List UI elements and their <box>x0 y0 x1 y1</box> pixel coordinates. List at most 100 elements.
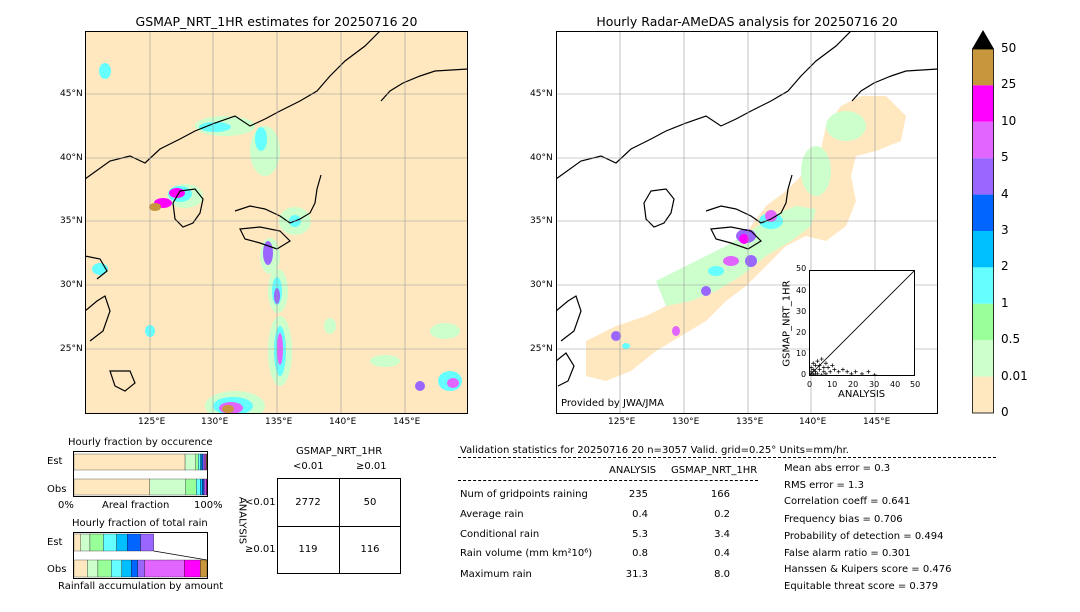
left-gridlines <box>85 31 468 414</box>
scatter-point <box>819 372 824 376</box>
total-rain-obs-segment <box>74 559 88 578</box>
colorbar-label: 1 <box>1001 295 1009 310</box>
stat-analysis: 31.3 <box>625 569 648 580</box>
total-rain-title: Hourly fraction of total rain <box>72 518 208 529</box>
colorbar-label: 0.5 <box>1001 332 1021 347</box>
right-lat-tick: 40°N <box>530 153 553 163</box>
left-lat-tick: 30°N <box>60 280 83 290</box>
score-line: Probability of detection = 0.494 <box>784 531 944 542</box>
scatter-point <box>840 367 845 372</box>
total-rain-est-segment <box>116 533 128 552</box>
right-lat-tick: 30°N <box>530 280 553 290</box>
stat-analysis: 0.4 <box>632 509 648 520</box>
contingency-row-label: <0.01 <box>245 497 276 508</box>
left-lon-tick: 145°E <box>393 417 421 427</box>
scatter-point <box>809 369 814 374</box>
scatter-point <box>813 371 818 376</box>
right-lon-tick: 130°E <box>672 417 700 427</box>
occurrence-obs-segment <box>200 478 203 496</box>
colorbar-extend-arrow <box>972 30 994 49</box>
scatter-point <box>836 369 841 374</box>
occurrence-obs-segment <box>204 478 207 496</box>
colorbar-segment <box>972 303 994 341</box>
right-lat-tick: 35°N <box>530 216 553 226</box>
scatter-xtick: 0 <box>807 380 813 389</box>
occurrence-xlabel: Areal fraction <box>102 500 170 511</box>
occurrence-est-segment <box>195 453 199 471</box>
occurrence-est-segment <box>184 453 196 471</box>
left-precip-areas <box>92 63 462 414</box>
colorbar-label: 25 <box>1001 77 1017 92</box>
occurrence-est-segment <box>202 453 205 471</box>
colorbar-segment <box>972 376 994 413</box>
total-rain-obs-segment <box>184 559 201 578</box>
colorbar-label: 0.01 <box>1001 368 1028 383</box>
scatter-point <box>830 363 835 368</box>
scatter-point <box>811 372 816 376</box>
total-rain-xlabel: Rainfall accumulation by amount <box>58 581 224 592</box>
score-line: Hanssen & Kuipers score = 0.476 <box>784 564 952 575</box>
total-rain-est-segment <box>80 533 91 552</box>
scatter-diagonal <box>809 270 915 376</box>
score-line: RMS error = 1.3 <box>784 480 864 491</box>
total-rain-row-est: Est <box>47 537 63 548</box>
contingency-cell: 2772 <box>295 497 321 508</box>
scatter-ytick: 10 <box>796 349 807 358</box>
occurrence-est-segment <box>204 453 206 471</box>
right-map-title: Hourly Radar-AMeDAS analysis for 2025071… <box>596 14 898 29</box>
occurrence-xmin: 0% <box>58 500 74 511</box>
scatter-xtick: 30 <box>869 380 880 389</box>
total-rain-obs-segment <box>200 559 207 578</box>
total-rain-bars <box>74 533 207 578</box>
colorbar-segment <box>972 158 994 195</box>
stat-analysis: 5.3 <box>632 529 648 540</box>
stat-gsmap: 8.0 <box>714 569 730 580</box>
total-rain-obs-segment <box>144 559 185 578</box>
colorbar <box>972 30 994 414</box>
scatter-ytick: 50 <box>796 264 807 273</box>
scatter-xtick: 40 <box>890 380 901 389</box>
contingency-cell: 119 <box>298 544 318 555</box>
stat-gsmap: 166 <box>710 489 730 500</box>
occurrence-obs-segment <box>149 478 186 496</box>
contingency-col-label: ≥0.01 <box>356 461 387 472</box>
scatter-ytick: 0 <box>801 370 807 379</box>
validation-col-gsmap: GSMAP_NRT_1HR <box>671 465 758 476</box>
occurrence-bars <box>74 453 207 496</box>
stat-analysis: 0.8 <box>632 548 648 559</box>
occurrence-est-segment <box>200 453 202 471</box>
occurrence-obs-segment <box>203 478 206 496</box>
scatter-point <box>872 372 877 376</box>
scatter-point <box>826 365 831 370</box>
total-rain-obs-segment <box>121 559 132 578</box>
occurrence-obs-segment <box>185 478 197 496</box>
colorbar-label: 50 <box>1001 41 1017 55</box>
scatter-point <box>815 359 820 364</box>
total-rain-frame <box>73 532 208 579</box>
colorbar-segment <box>972 85 994 122</box>
left-lon-tick: 135°E <box>265 417 293 427</box>
stat-analysis: 235 <box>628 489 648 500</box>
scatter-point <box>823 371 828 376</box>
scatter-point <box>809 365 814 370</box>
validation-col-divider <box>458 480 758 481</box>
scatter-point <box>813 363 818 368</box>
left-lon-tick: 125°E <box>138 417 166 427</box>
contingency-cell: 50 <box>363 497 377 508</box>
right-lon-tick: 125°E <box>608 417 636 427</box>
validation-col-analysis: ANALYSIS <box>609 465 657 476</box>
scatter-point <box>866 369 871 374</box>
scatter-point <box>823 361 828 366</box>
occurrence-est-segment <box>201 453 204 471</box>
total-rain-est-segment <box>103 533 117 552</box>
scatter-point <box>821 365 826 370</box>
scatter-ytick: 40 <box>796 286 807 295</box>
contingency-row-label: ≥0.01 <box>245 544 276 555</box>
right-lon-tick: 135°E <box>736 417 764 427</box>
right-lat-tick: 45°N <box>530 89 553 99</box>
score-line: False alarm ratio = 0.301 <box>784 548 911 559</box>
scatter-point <box>817 363 822 368</box>
colorbar-label: 5 <box>1001 150 1009 165</box>
stat-label: Maximum rain <box>460 569 532 580</box>
occurrence-title: Hourly fraction by occurence <box>68 437 213 448</box>
